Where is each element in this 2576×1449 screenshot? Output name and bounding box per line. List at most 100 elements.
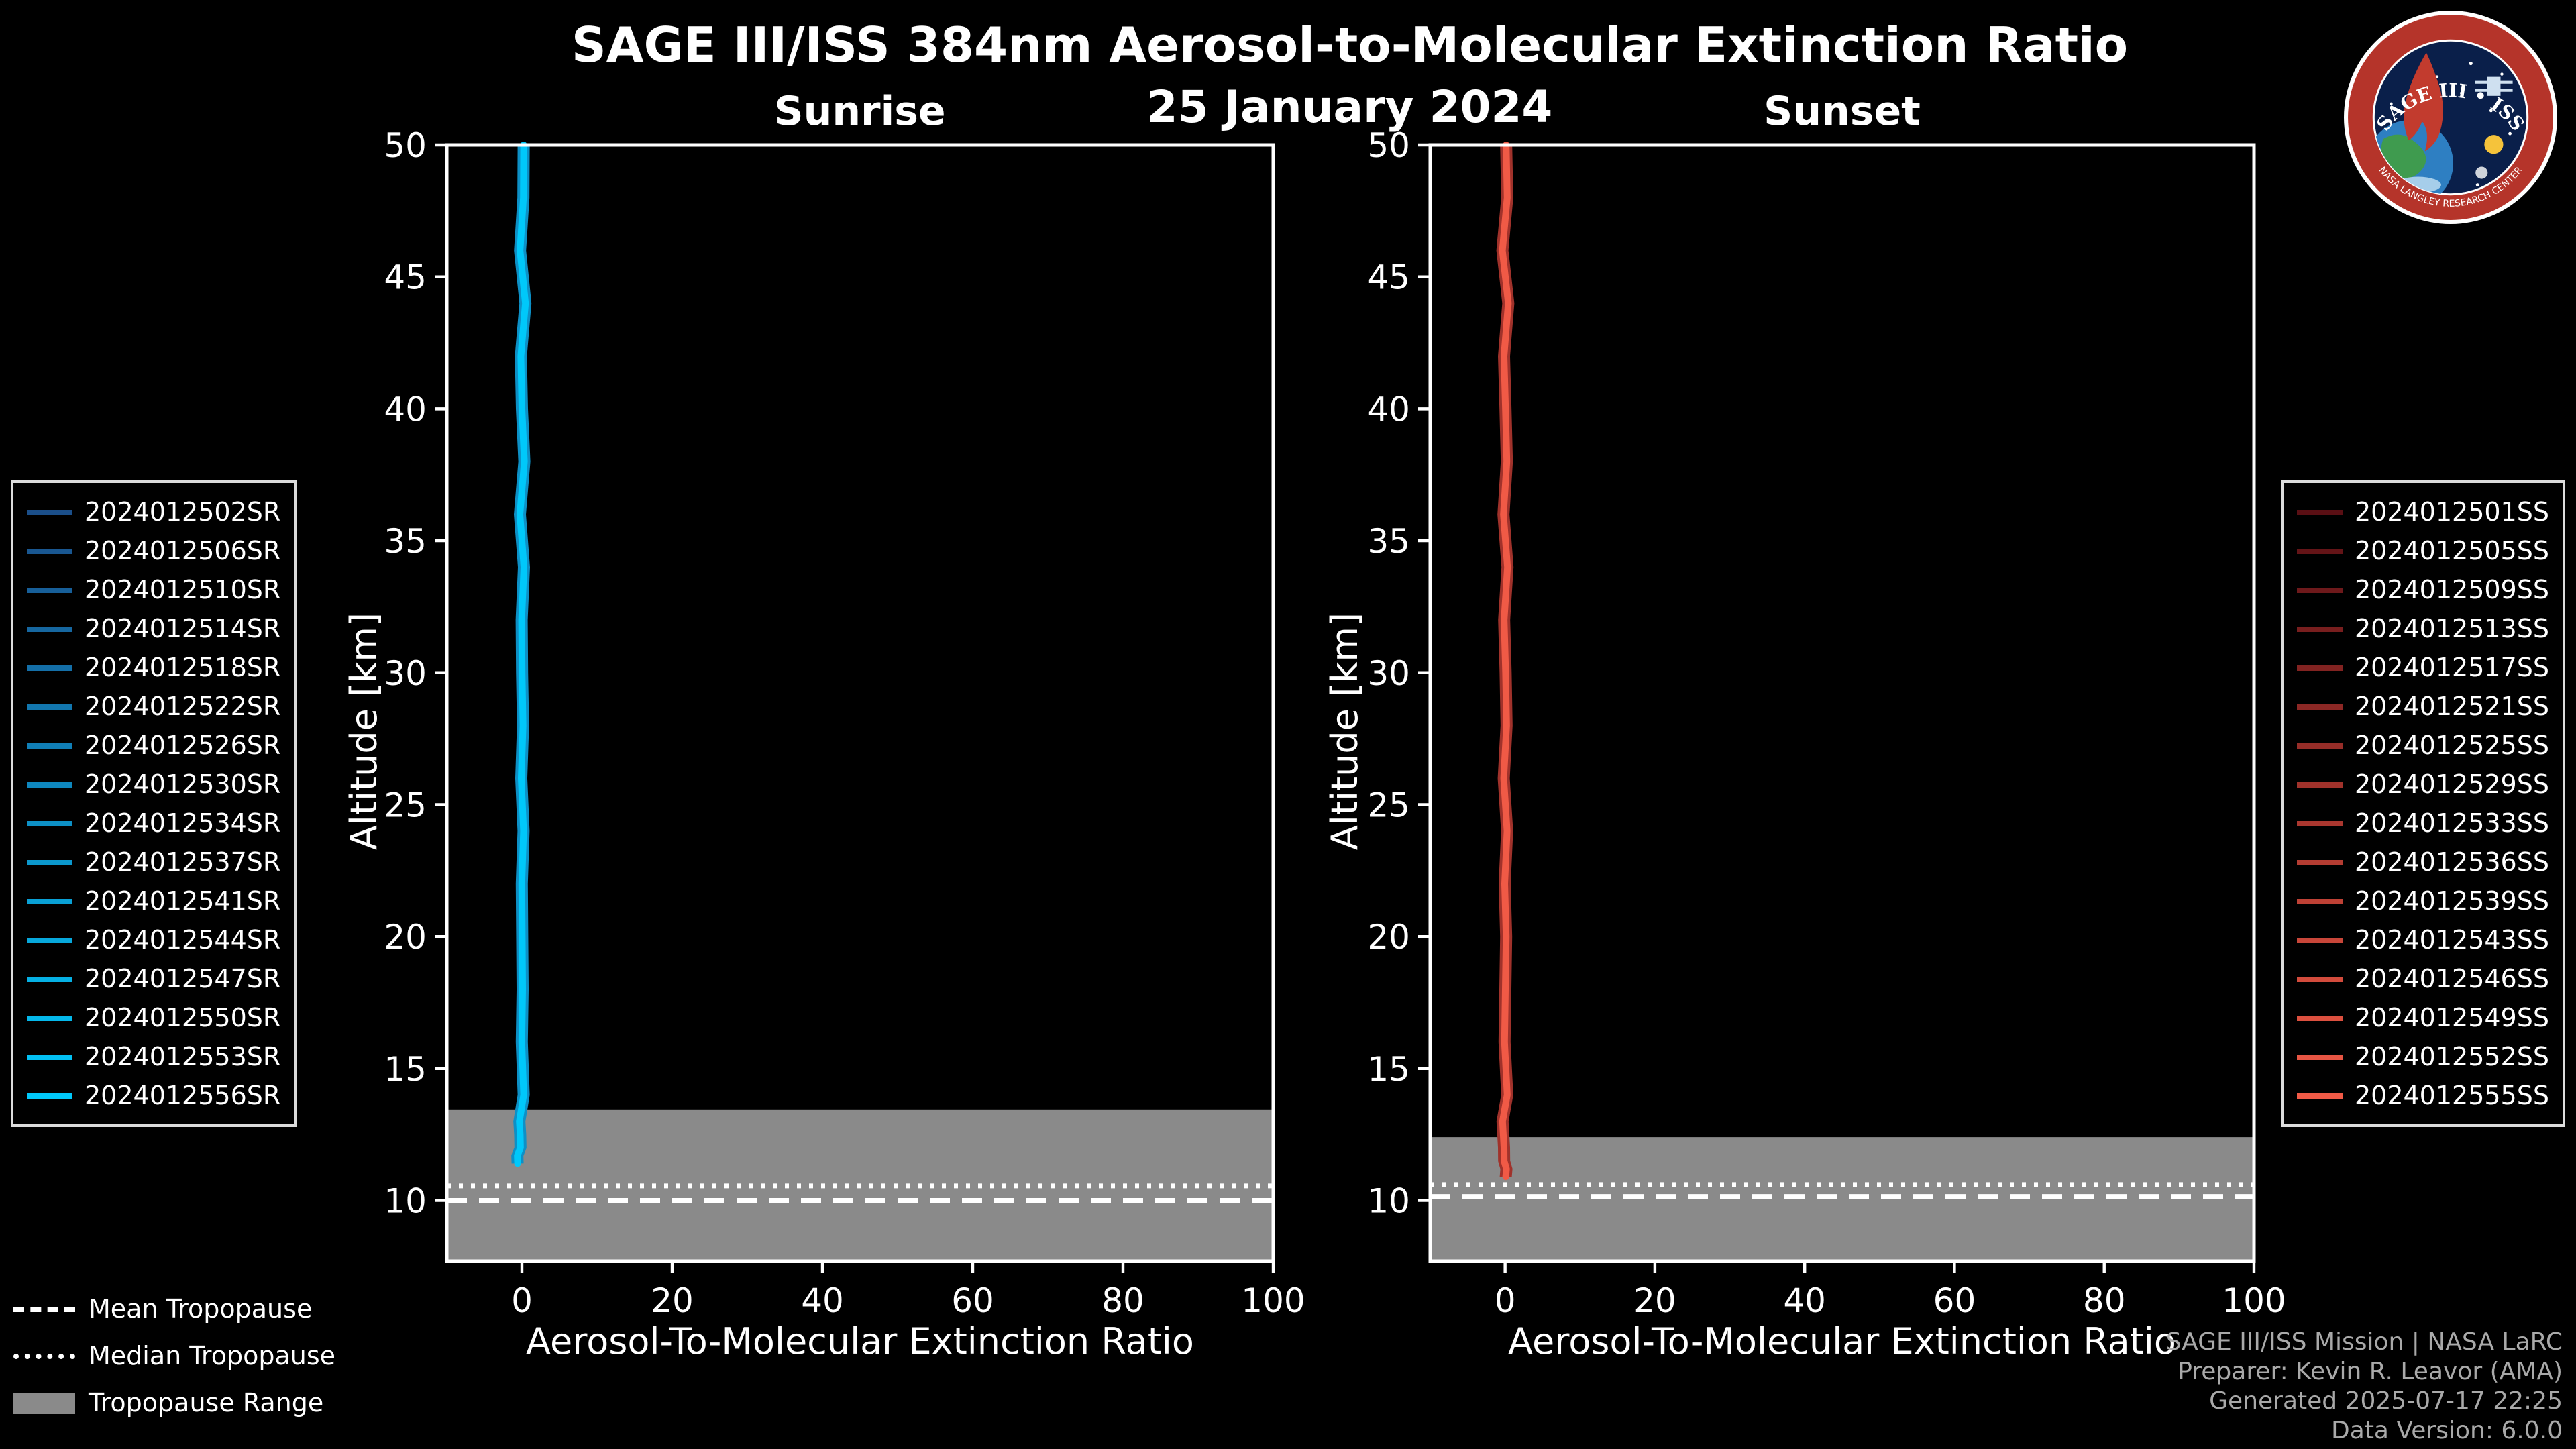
x-tick-label: 100: [1241, 1281, 1305, 1320]
y-axis-label-sunset: Altitude [km]: [1325, 612, 1366, 851]
legend-item: 2024012502SR: [27, 492, 280, 531]
y-tick-label: 50: [384, 126, 427, 165]
legend-label: 2024012502SR: [85, 497, 281, 527]
y-tick-label: 40: [384, 390, 427, 429]
generated-timestamp: Generated 2025-07-17 22:25: [2209, 1387, 2563, 1415]
legend-line-sample: [27, 898, 72, 904]
legend-item: 2024012555SS: [2296, 1076, 2549, 1115]
y-tick-label: 30: [384, 654, 427, 693]
x-tick-label: 80: [2083, 1281, 2126, 1320]
sunrise-event-legend: 2024012502SR 2024012506SR 2024012510SR 2024…: [11, 480, 297, 1127]
legend-line-sample: [2296, 782, 2343, 787]
legend-item: 2024012552SS: [2296, 1037, 2549, 1076]
x-tick-label: 100: [2222, 1281, 2286, 1320]
legend-item: 2024012518SR: [27, 648, 280, 687]
legend-label: 2024012518SR: [85, 653, 281, 682]
sunset-profile-line-shadow: [1504, 144, 1515, 1177]
legend-label: 2024012509SS: [2354, 575, 2549, 604]
x-axis-label-sunset: Aerosol-To-Molecular Extinction Ratio: [1508, 1322, 2176, 1363]
legend-label: 2024012552SS: [2354, 1042, 2549, 1071]
legend-label: 2024012549SS: [2354, 1003, 2549, 1032]
legend-line-sample: [27, 1054, 72, 1059]
legend-line-sample: [2296, 1093, 2343, 1098]
mission-credit: SAGE III/ISS Mission | NASA LaRC: [2165, 1328, 2563, 1356]
legend-item-mean-tropopause: Mean Tropopause: [13, 1291, 335, 1328]
legend-line-sample: [27, 820, 72, 826]
legend-label: 2024012547SR: [85, 964, 281, 994]
legend-item: 2024012514SR: [27, 609, 280, 648]
preparer-credit: Preparer: Kevin R. Leavor (AMA): [2178, 1358, 2563, 1386]
y-tick-label: 25: [1367, 786, 1410, 824]
legend-item-tropopause-range: Tropopause Range: [13, 1385, 335, 1422]
legend-item: 2024012510SR: [27, 570, 280, 609]
legend-item: 2024012517SS: [2296, 648, 2549, 687]
tropopause-legend: Mean Tropopause Median Tropopause Tropop…: [13, 1291, 335, 1422]
sage-figure-icon: [2404, 52, 2443, 152]
legend-label: 2024012543SS: [2354, 925, 2549, 955]
legend-label: 2024012556SR: [85, 1081, 281, 1110]
legend-line-sample: [2296, 626, 2343, 631]
y-axis-label-sunrise: Altitude [km]: [344, 612, 386, 851]
legend-item: 2024012536SS: [2296, 843, 2549, 881]
legend-line-sample: [27, 937, 72, 943]
legend-label: 2024012550SR: [85, 1003, 281, 1032]
legend-label: 2024012506SR: [85, 536, 281, 566]
legend-line-sample: [2296, 548, 2343, 553]
x-axis-label-sunrise: Aerosol-To-Molecular Extinction Ratio: [526, 1322, 1194, 1363]
legend-item: 2024012529SS: [2296, 765, 2549, 804]
legend-label: 2024012539SS: [2354, 886, 2549, 916]
legend-item: 2024012549SS: [2296, 998, 2549, 1037]
legend-line-sample: [2296, 859, 2343, 865]
mean-tropopause-line-sample: [13, 1307, 75, 1312]
legend-item: 2024012505SS: [2296, 531, 2549, 570]
legend-label: 2024012533SS: [2354, 808, 2549, 838]
legend-label: 2024012530SR: [85, 769, 281, 799]
legend-label: 2024012544SR: [85, 925, 281, 955]
y-tick-label: 20: [1367, 918, 1410, 957]
legend-item-median-tropopause: Median Tropopause: [13, 1338, 335, 1375]
iss-icon: [2475, 76, 2513, 96]
panel-title-sunrise: Sunrise: [774, 89, 946, 136]
x-tick-label: 20: [1633, 1281, 1676, 1320]
legend-item: 2024012556SR: [27, 1076, 280, 1115]
x-tick-label: 40: [801, 1281, 844, 1320]
x-tick-label: 80: [1102, 1281, 1144, 1320]
legend-line-sample: [2296, 820, 2343, 826]
legend-label: Median Tropopause: [89, 1342, 335, 1371]
legend-item: 2024012550SR: [27, 998, 280, 1037]
legend-line-sample: [27, 1093, 72, 1098]
legend-item: 2024012537SR: [27, 843, 280, 881]
legend-item: 2024012530SR: [27, 765, 280, 804]
legend-line-sample: [27, 626, 72, 631]
legend-label: 2024012517SS: [2354, 653, 2549, 682]
legend-line-sample: [27, 743, 72, 748]
legend-item: 2024012541SR: [27, 881, 280, 920]
sage-iss-logo: SAGE III • ISS NASA LANGLEY RESEARCH CEN…: [2344, 11, 2557, 224]
moon-icon: [2475, 166, 2488, 179]
legend-line-sample: [2296, 509, 2343, 515]
y-tick-label: 10: [384, 1182, 427, 1221]
y-tick-label: 10: [1367, 1182, 1410, 1221]
legend-label: 2024012534SR: [85, 808, 281, 838]
sunrise-profile-line-shadow: [511, 144, 524, 1164]
legend-item: 2024012525SS: [2296, 726, 2549, 765]
y-tick-label: 20: [384, 918, 427, 957]
y-tick-label: 35: [384, 522, 427, 561]
x-tick-label: 60: [951, 1281, 994, 1320]
legend-label: Mean Tropopause: [89, 1295, 313, 1324]
legend-label: 2024012510SR: [85, 575, 281, 604]
sunset-axes-border: [1428, 143, 2256, 1263]
legend-line-sample: [27, 1015, 72, 1020]
legend-line-sample: [2296, 976, 2343, 981]
legend-item: 2024012543SS: [2296, 920, 2549, 959]
legend-item: 2024012553SR: [27, 1037, 280, 1076]
y-tick-label: 25: [384, 786, 427, 824]
y-tick-label: 15: [384, 1050, 427, 1089]
legend-line-sample: [27, 509, 72, 515]
legend-line-sample: [27, 587, 72, 592]
legend-line-sample: [27, 548, 72, 553]
legend-label: 2024012526SR: [85, 731, 281, 760]
legend-line-sample: [27, 859, 72, 865]
legend-label: 2024012501SS: [2354, 497, 2549, 527]
sunrise-profile-line: [514, 142, 529, 1167]
